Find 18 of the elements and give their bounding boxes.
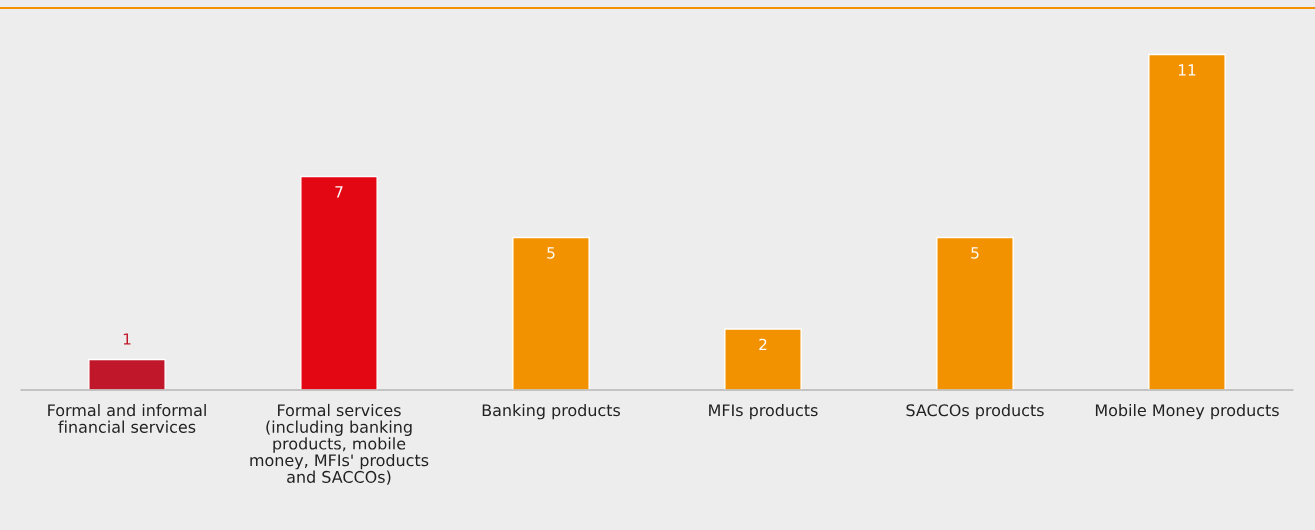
data-label: 5 <box>971 247 979 259</box>
x-tick-label: Banking products <box>482 403 621 420</box>
x-tick-label: MFIs products <box>709 403 818 420</box>
bar <box>724 328 802 390</box>
data-label: 11 <box>1178 64 1196 76</box>
bar <box>512 236 590 390</box>
data-label: 2 <box>759 338 767 350</box>
data-label: 7 <box>335 186 343 198</box>
bar <box>300 175 378 390</box>
bar <box>936 236 1014 390</box>
data-label: 5 <box>547 247 555 259</box>
x-tick-label: Mobile Money products <box>1095 403 1279 420</box>
x-tick-label: Formal and informal financial services <box>48 403 206 433</box>
x-tick-label: SACCOs products <box>906 403 1044 420</box>
data-label: 1 <box>123 333 131 345</box>
bar <box>88 358 166 390</box>
bar <box>1148 53 1226 390</box>
x-tick-label: Formal services (including banking products, mobile money, MFIs' products and SACCOs) <box>250 403 429 485</box>
